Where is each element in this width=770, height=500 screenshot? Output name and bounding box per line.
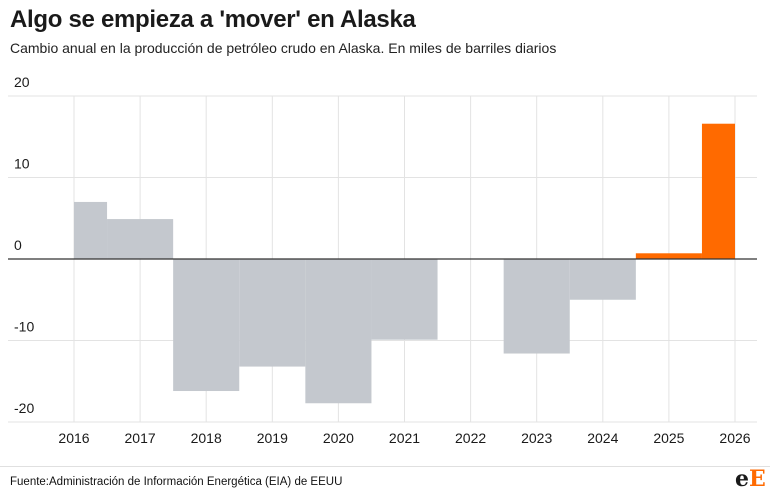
bar-historical [173, 259, 240, 392]
bar-historical [569, 259, 636, 300]
x-tick-label: 2025 [653, 430, 684, 446]
bar-historical [107, 219, 174, 259]
bar-historical [503, 259, 570, 354]
chart-subtitle: Cambio anual en la producción de petróle… [10, 40, 557, 56]
x-tick-label: 2019 [257, 430, 288, 446]
source-note: Fuente:Administración de Información Ene… [10, 476, 343, 488]
chart-area: 20 10 0 -10 -20 2016 2017 2018 2019 2020 2021 2022 2… [8, 74, 757, 446]
bar-historical [305, 259, 372, 404]
x-tick-label: 2023 [521, 430, 552, 446]
bar-historical [239, 259, 306, 367]
x-tick-label: 2020 [323, 430, 354, 446]
y-tick-label: -20 [14, 400, 34, 416]
x-tick-label: 2016 [58, 430, 89, 446]
x-tick-label: 2026 [719, 430, 750, 446]
x-tick-label: 2017 [125, 430, 156, 446]
y-tick-label: 20 [14, 74, 30, 90]
bar-forecast [701, 123, 735, 260]
y-tick-label: -10 [14, 319, 34, 335]
x-tick-label: 2018 [191, 430, 222, 446]
y-tick-label: 10 [14, 156, 30, 172]
y-tick-label: 0 [14, 237, 22, 253]
publisher-logo: eE [735, 466, 766, 492]
x-tick-label: 2022 [455, 430, 486, 446]
bar-forecast [635, 253, 702, 259]
bar-historical [371, 259, 438, 340]
bar-historical [74, 201, 108, 259]
x-tick-label: 2021 [389, 430, 420, 446]
x-tick-label: 2024 [587, 430, 618, 446]
footer-divider [0, 466, 770, 467]
chart-title: Algo se empieza a 'mover' en Alaska [10, 6, 416, 33]
